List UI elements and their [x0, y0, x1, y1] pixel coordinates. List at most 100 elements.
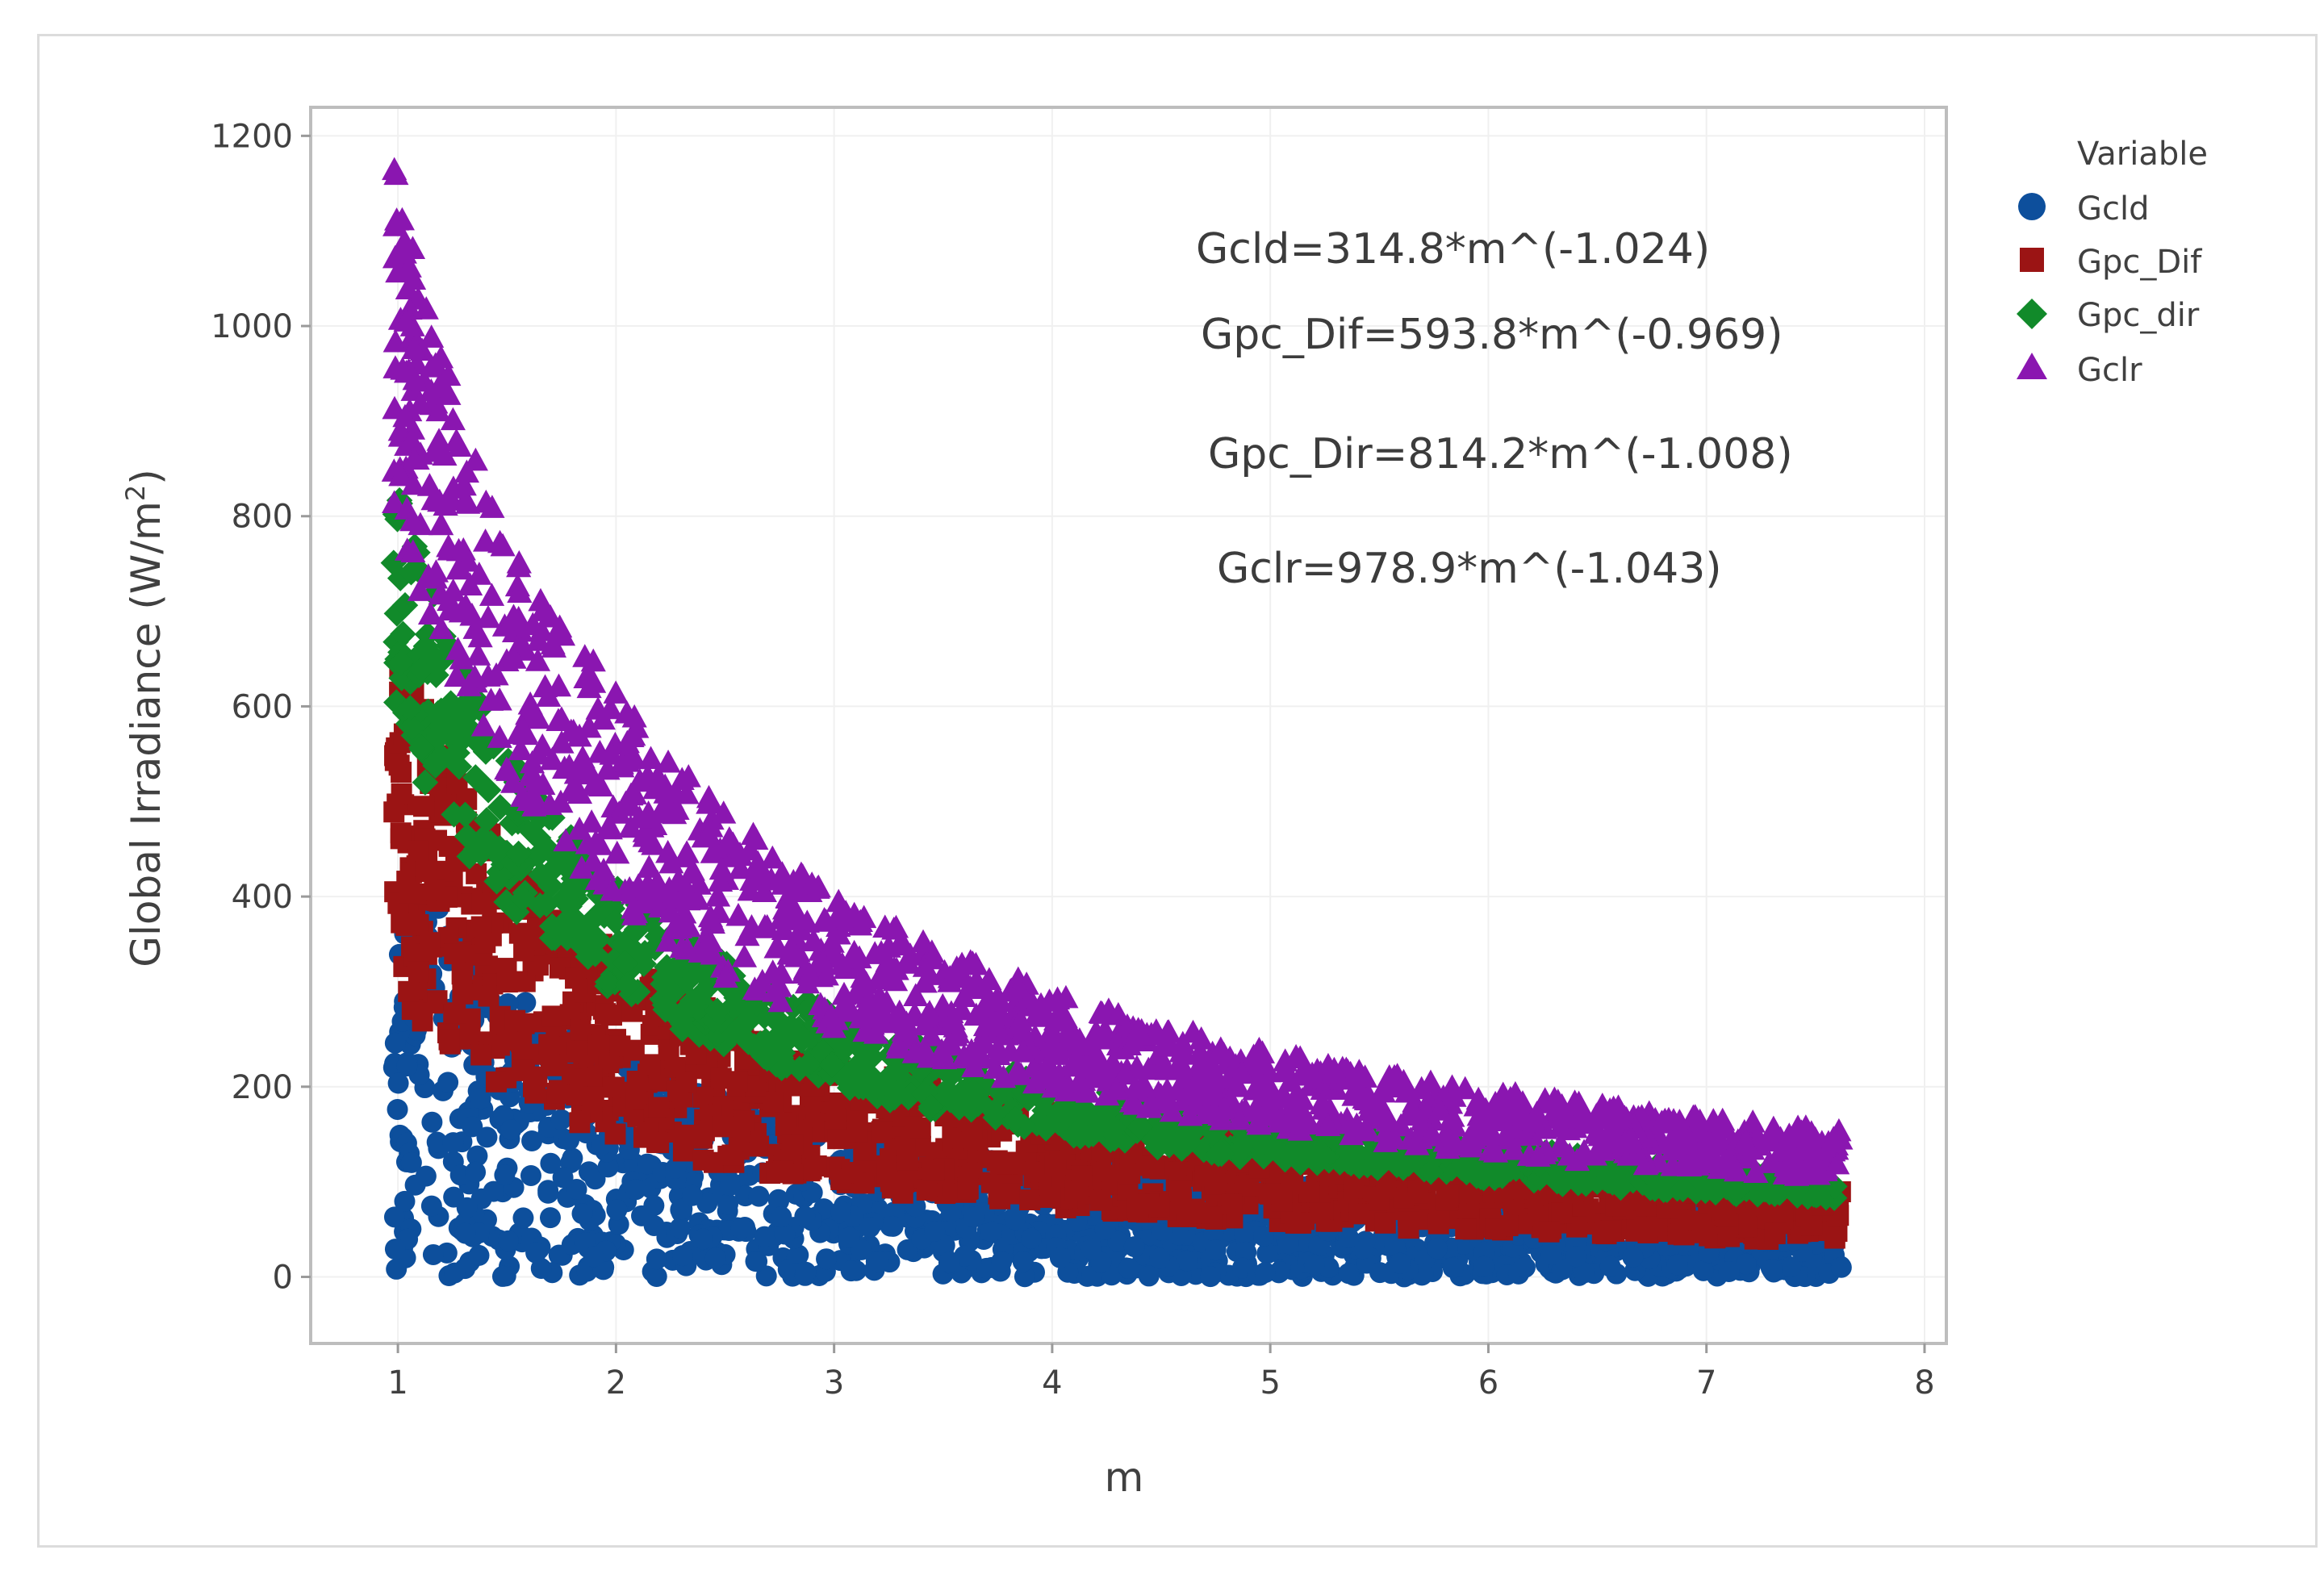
marker-gclr — [506, 554, 532, 578]
marker-gclr — [423, 559, 449, 583]
marker-gclr — [874, 989, 900, 1013]
marker-gclr — [1501, 1136, 1527, 1160]
marker-gclr — [655, 928, 681, 952]
marker-gclr — [917, 962, 943, 985]
marker-gclr — [1006, 975, 1032, 999]
marker-gpc-dif — [512, 1059, 533, 1081]
marker-gcld — [924, 1220, 946, 1242]
marker-gclr — [944, 955, 970, 979]
marker-gclr — [1271, 1059, 1297, 1083]
marker-gclr — [393, 308, 419, 332]
marker-gpc-dir — [408, 734, 435, 761]
marker-gpc-dif — [782, 1163, 804, 1185]
marker-gpc-dif — [408, 961, 429, 983]
marker-gclr — [1482, 1139, 1509, 1163]
marker-gcld — [646, 1266, 667, 1288]
x-tick-label: 1 — [387, 1364, 408, 1402]
marker-gpc-dir — [1126, 1113, 1153, 1141]
marker-gclr — [783, 899, 809, 922]
marker-gclr — [1100, 1050, 1126, 1073]
marker-gclr — [428, 581, 454, 605]
marker-gclr — [1583, 1103, 1609, 1126]
legend-diamond-marker — [2017, 299, 2047, 329]
marker-gcld — [1338, 1226, 1360, 1248]
marker-gpc-dif — [782, 1134, 804, 1155]
marker-gcld — [1151, 1219, 1172, 1241]
marker-gclr — [855, 990, 881, 1013]
marker-gclr — [1820, 1126, 1846, 1149]
marker-gpc-dif — [880, 1171, 901, 1193]
marker-gclr — [1026, 999, 1052, 1023]
marker-gclr — [964, 1035, 990, 1059]
marker-gclr — [400, 471, 426, 495]
marker-gpc-dif — [504, 1009, 526, 1031]
marker-gpc-dif — [401, 999, 423, 1021]
marker-gclr — [912, 1037, 938, 1060]
marker-gclr — [1344, 1073, 1369, 1097]
marker-gpc-dif — [583, 1086, 604, 1108]
marker-gpc-dir — [537, 872, 564, 900]
marker-gpc-dif — [827, 1128, 849, 1150]
marker-gpc-dif — [1019, 1189, 1041, 1211]
marker-gcld — [704, 1247, 726, 1269]
marker-gclr — [1634, 1124, 1661, 1148]
marker-gpc-dir — [788, 1027, 815, 1054]
marker-gclr — [810, 949, 836, 973]
marker-gclr — [1418, 1069, 1444, 1093]
marker-gcld — [774, 1223, 796, 1245]
marker-gpc-dif — [1736, 1216, 1758, 1238]
marker-gcld — [1442, 1257, 1464, 1279]
marker-gclr — [423, 352, 449, 375]
legend-title: Variable — [2077, 136, 2208, 173]
marker-gclr — [1712, 1115, 1738, 1139]
marker-gpc-dir — [1467, 1164, 1494, 1191]
marker-gclr — [428, 512, 454, 536]
marker-gcld — [456, 1197, 478, 1218]
marker-gclr — [754, 915, 780, 938]
marker-gclr — [566, 817, 592, 840]
marker-gclr — [541, 634, 567, 658]
marker-gpc-dir — [654, 961, 682, 988]
marker-gpc-dir — [474, 776, 502, 804]
marker-gclr — [478, 687, 504, 711]
marker-gclr — [1676, 1126, 1702, 1150]
marker-gclr — [1294, 1062, 1319, 1086]
marker-gcld — [882, 1215, 904, 1237]
marker-gclr — [1250, 1074, 1277, 1097]
marker-gclr — [765, 934, 791, 958]
marker-gpc-dif — [408, 840, 429, 862]
marker-gpc-dir — [413, 637, 440, 664]
marker-gcld — [1735, 1253, 1757, 1275]
marker-gpc-dif — [1551, 1202, 1573, 1224]
x-tick-label: 5 — [1260, 1364, 1280, 1402]
marker-gcld — [1277, 1233, 1299, 1255]
marker-gpc-dir — [1783, 1181, 1811, 1209]
marker-gclr — [552, 755, 578, 779]
y-tick-label: 600 — [232, 688, 293, 725]
marker-gpc-dif — [496, 971, 518, 993]
marker-gcld — [717, 1193, 739, 1215]
marker-gclr — [401, 446, 427, 470]
marker-gcld — [1384, 1235, 1406, 1256]
marker-gpc-dir — [649, 986, 676, 1013]
marker-gcld — [1254, 1262, 1276, 1284]
marker-gcld — [387, 1072, 409, 1094]
marker-gclr — [401, 336, 427, 360]
marker-gcld — [552, 1167, 574, 1189]
marker-gpc-dif — [391, 783, 412, 804]
marker-gpc-dif — [675, 1072, 697, 1093]
marker-gclr — [826, 921, 851, 945]
marker-gcld — [1303, 1254, 1325, 1276]
marker-gclr — [637, 746, 664, 770]
marker-gclr — [799, 871, 825, 895]
marker-gclr — [479, 495, 505, 518]
marker-gpc-dir — [433, 708, 461, 734]
marker-gclr — [621, 704, 647, 728]
marker-gclr — [958, 949, 984, 972]
marker-gclr — [585, 696, 611, 720]
marker-gpc-dif — [595, 1003, 617, 1025]
marker-gclr — [1774, 1153, 1799, 1177]
marker-gcld — [1123, 1236, 1145, 1258]
marker-gcld — [1231, 1257, 1253, 1279]
marker-gclr — [455, 491, 481, 514]
